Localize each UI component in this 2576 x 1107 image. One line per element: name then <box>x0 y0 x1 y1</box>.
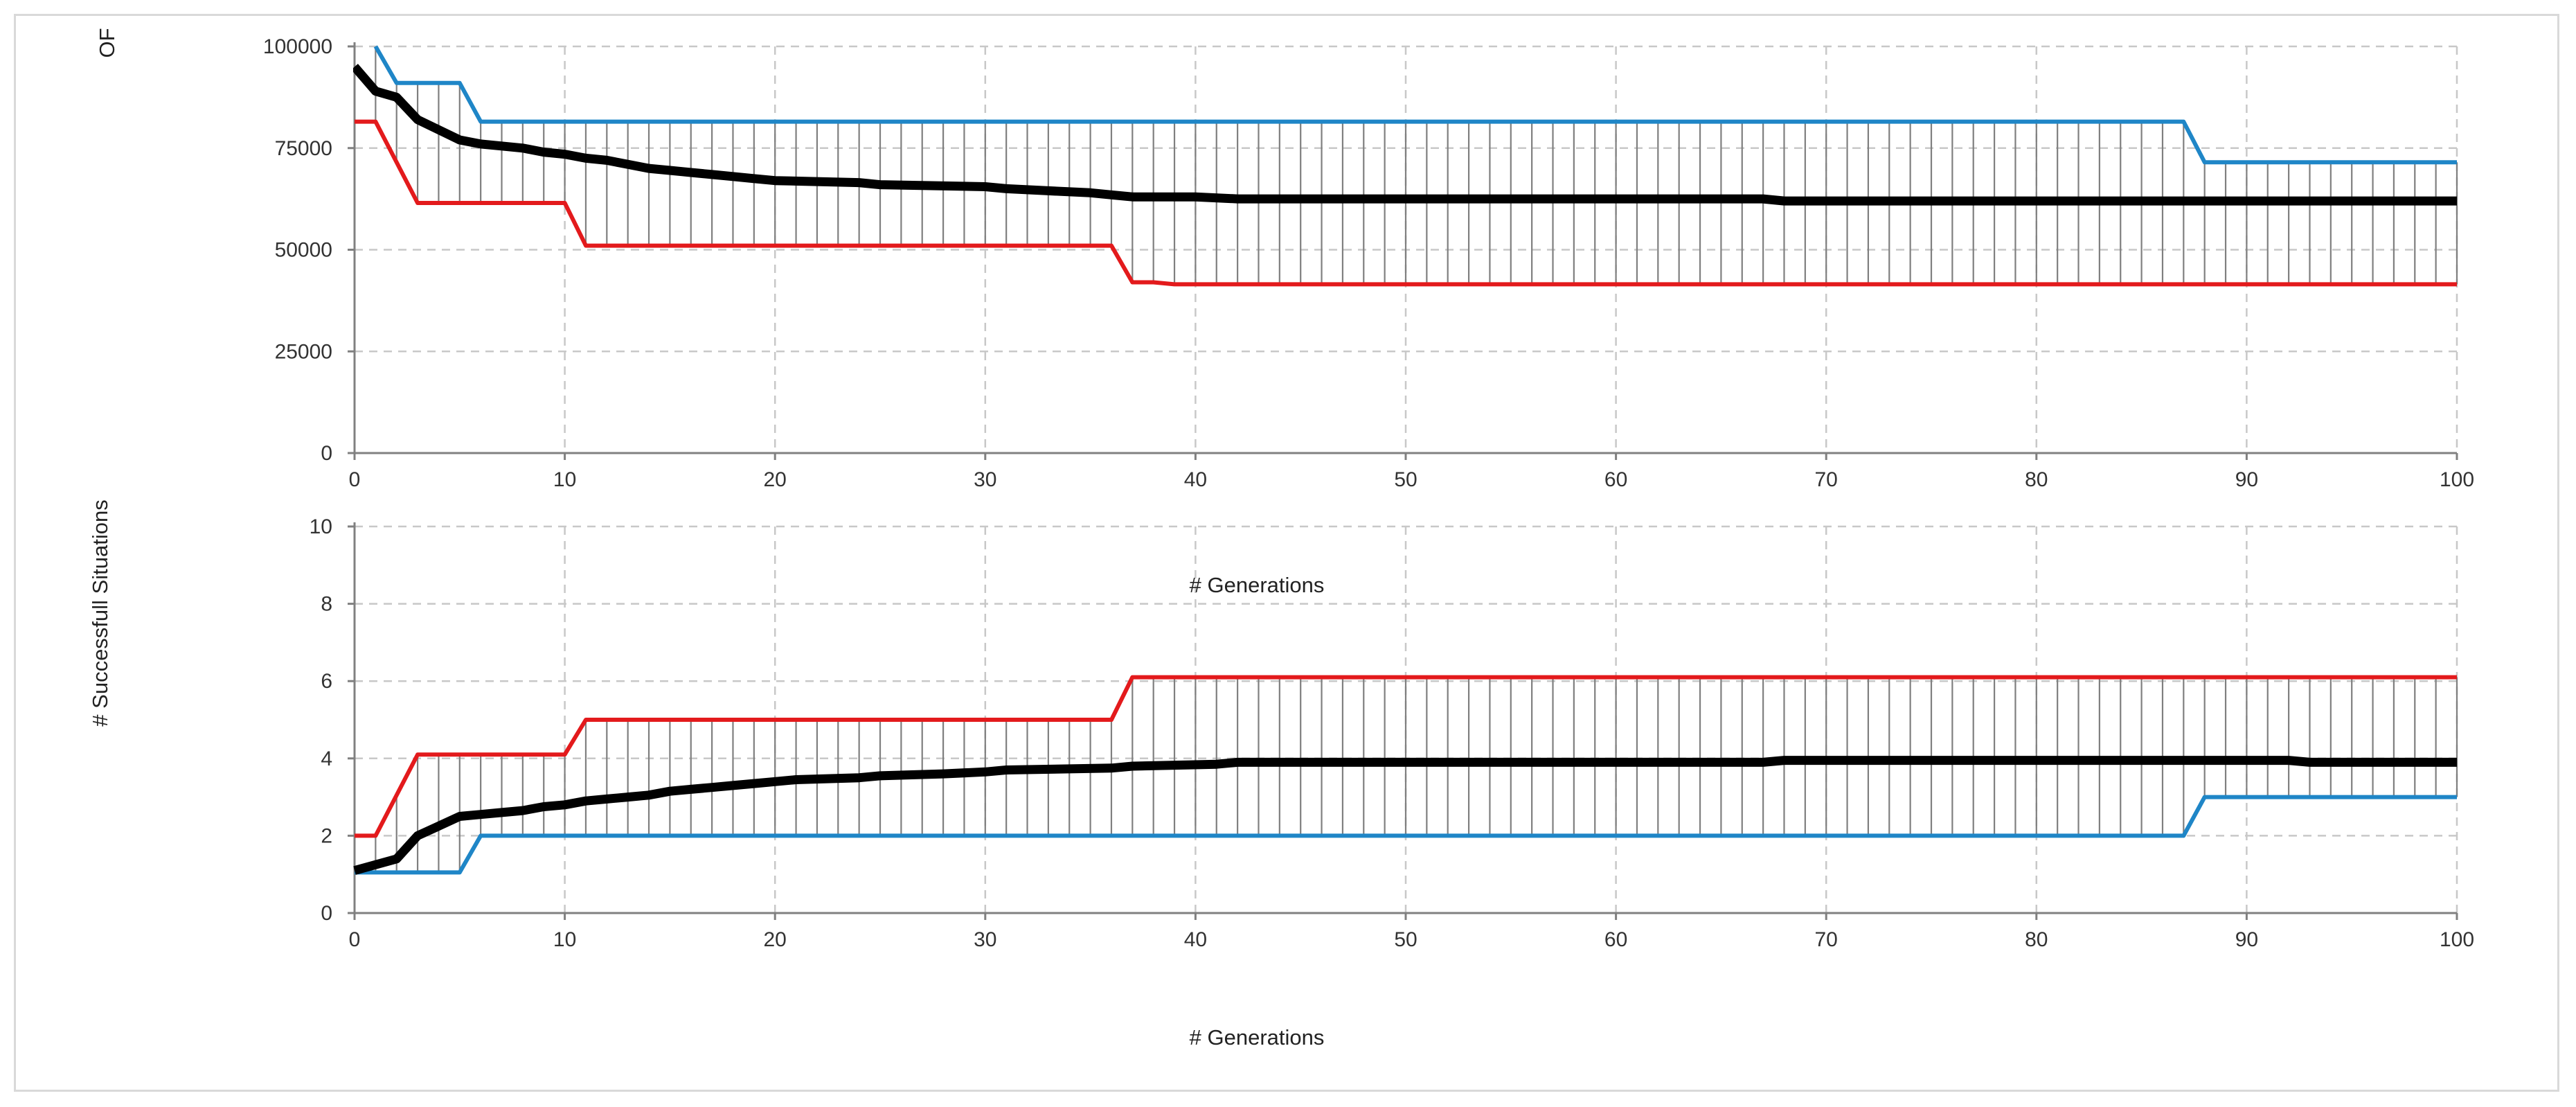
top-series-mean-line <box>353 64 2457 206</box>
bottom-x-tick-label: 10 <box>553 928 576 951</box>
bottom-x-tick-label: 20 <box>764 928 787 951</box>
bottom-x-tick-label: 90 <box>2235 928 2258 951</box>
top-series-worst-line <box>373 45 2457 165</box>
bottom-x-tick-label: 100 <box>2440 928 2474 951</box>
bottom-series-best-line <box>355 675 2457 838</box>
bottom-x-tick-label: 30 <box>974 928 996 951</box>
bottom-x-tick-label: 70 <box>1815 928 1838 951</box>
bottom-y-tick-label: 2 <box>321 824 332 847</box>
bottom-x-tick-label: 40 <box>1184 928 1207 951</box>
top-x-tick-label: 10 <box>553 468 576 491</box>
panel-successful-situations: 0 10 20 30 40 50 60 70 80 90 100 0 2 4 6 8 10 <box>310 515 2474 951</box>
bottom-x-axis-label: # Generations <box>1190 1025 1325 1050</box>
bottom-series-mean-line <box>353 756 2457 875</box>
top-x-tick-label: 80 <box>2025 468 2048 491</box>
top-x-tick-label: 40 <box>1184 468 1207 491</box>
panel-objective-function: 0 10 20 30 40 50 60 70 80 90 100 0 25000 50000 75000 10… <box>263 35 2474 491</box>
bottom-x-tick-label: 0 <box>349 928 361 951</box>
top-y-tick-label: 75000 <box>275 137 332 160</box>
bottom-y-axis-label: # Successfull Situations <box>88 499 112 726</box>
bottom-y-tick-label: 8 <box>321 593 332 616</box>
bottom-x-tick-label: 50 <box>1394 928 1417 951</box>
top-y-axis-label: OF <box>95 28 119 57</box>
top-x-tick-label: 60 <box>1604 468 1627 491</box>
top-y-tick-label: 25000 <box>275 340 332 363</box>
top-y-tick-label: 0 <box>321 442 332 465</box>
top-x-tick-label: 0 <box>349 468 361 491</box>
bottom-y-tick-label: 4 <box>321 747 332 770</box>
top-x-tick-label: 90 <box>2235 468 2258 491</box>
bottom-x-tick-label: 80 <box>2025 928 2048 951</box>
bottom-range-hatch <box>353 677 2458 873</box>
top-x-tick-label: 100 <box>2440 468 2474 491</box>
top-x-tick-label: 50 <box>1394 468 1417 491</box>
bottom-y-tick-label: 10 <box>310 515 332 538</box>
bottom-y-tick-label: 6 <box>321 670 332 693</box>
top-x-tick-label: 20 <box>764 468 787 491</box>
top-y-tick-label: 50000 <box>275 239 332 262</box>
bottom-series-worst-line <box>355 795 2457 875</box>
bottom-x-tick-label: 60 <box>1604 928 1627 951</box>
top-series-best-line <box>355 119 2457 287</box>
top-x-tick-label: 70 <box>1815 468 1838 491</box>
top-x-axis-label: # Generations <box>1190 573 1325 597</box>
top-x-tick-label: 30 <box>974 468 996 491</box>
bottom-y-tick-label: 0 <box>321 902 332 925</box>
top-y-tick-label: 100000 <box>263 35 332 58</box>
